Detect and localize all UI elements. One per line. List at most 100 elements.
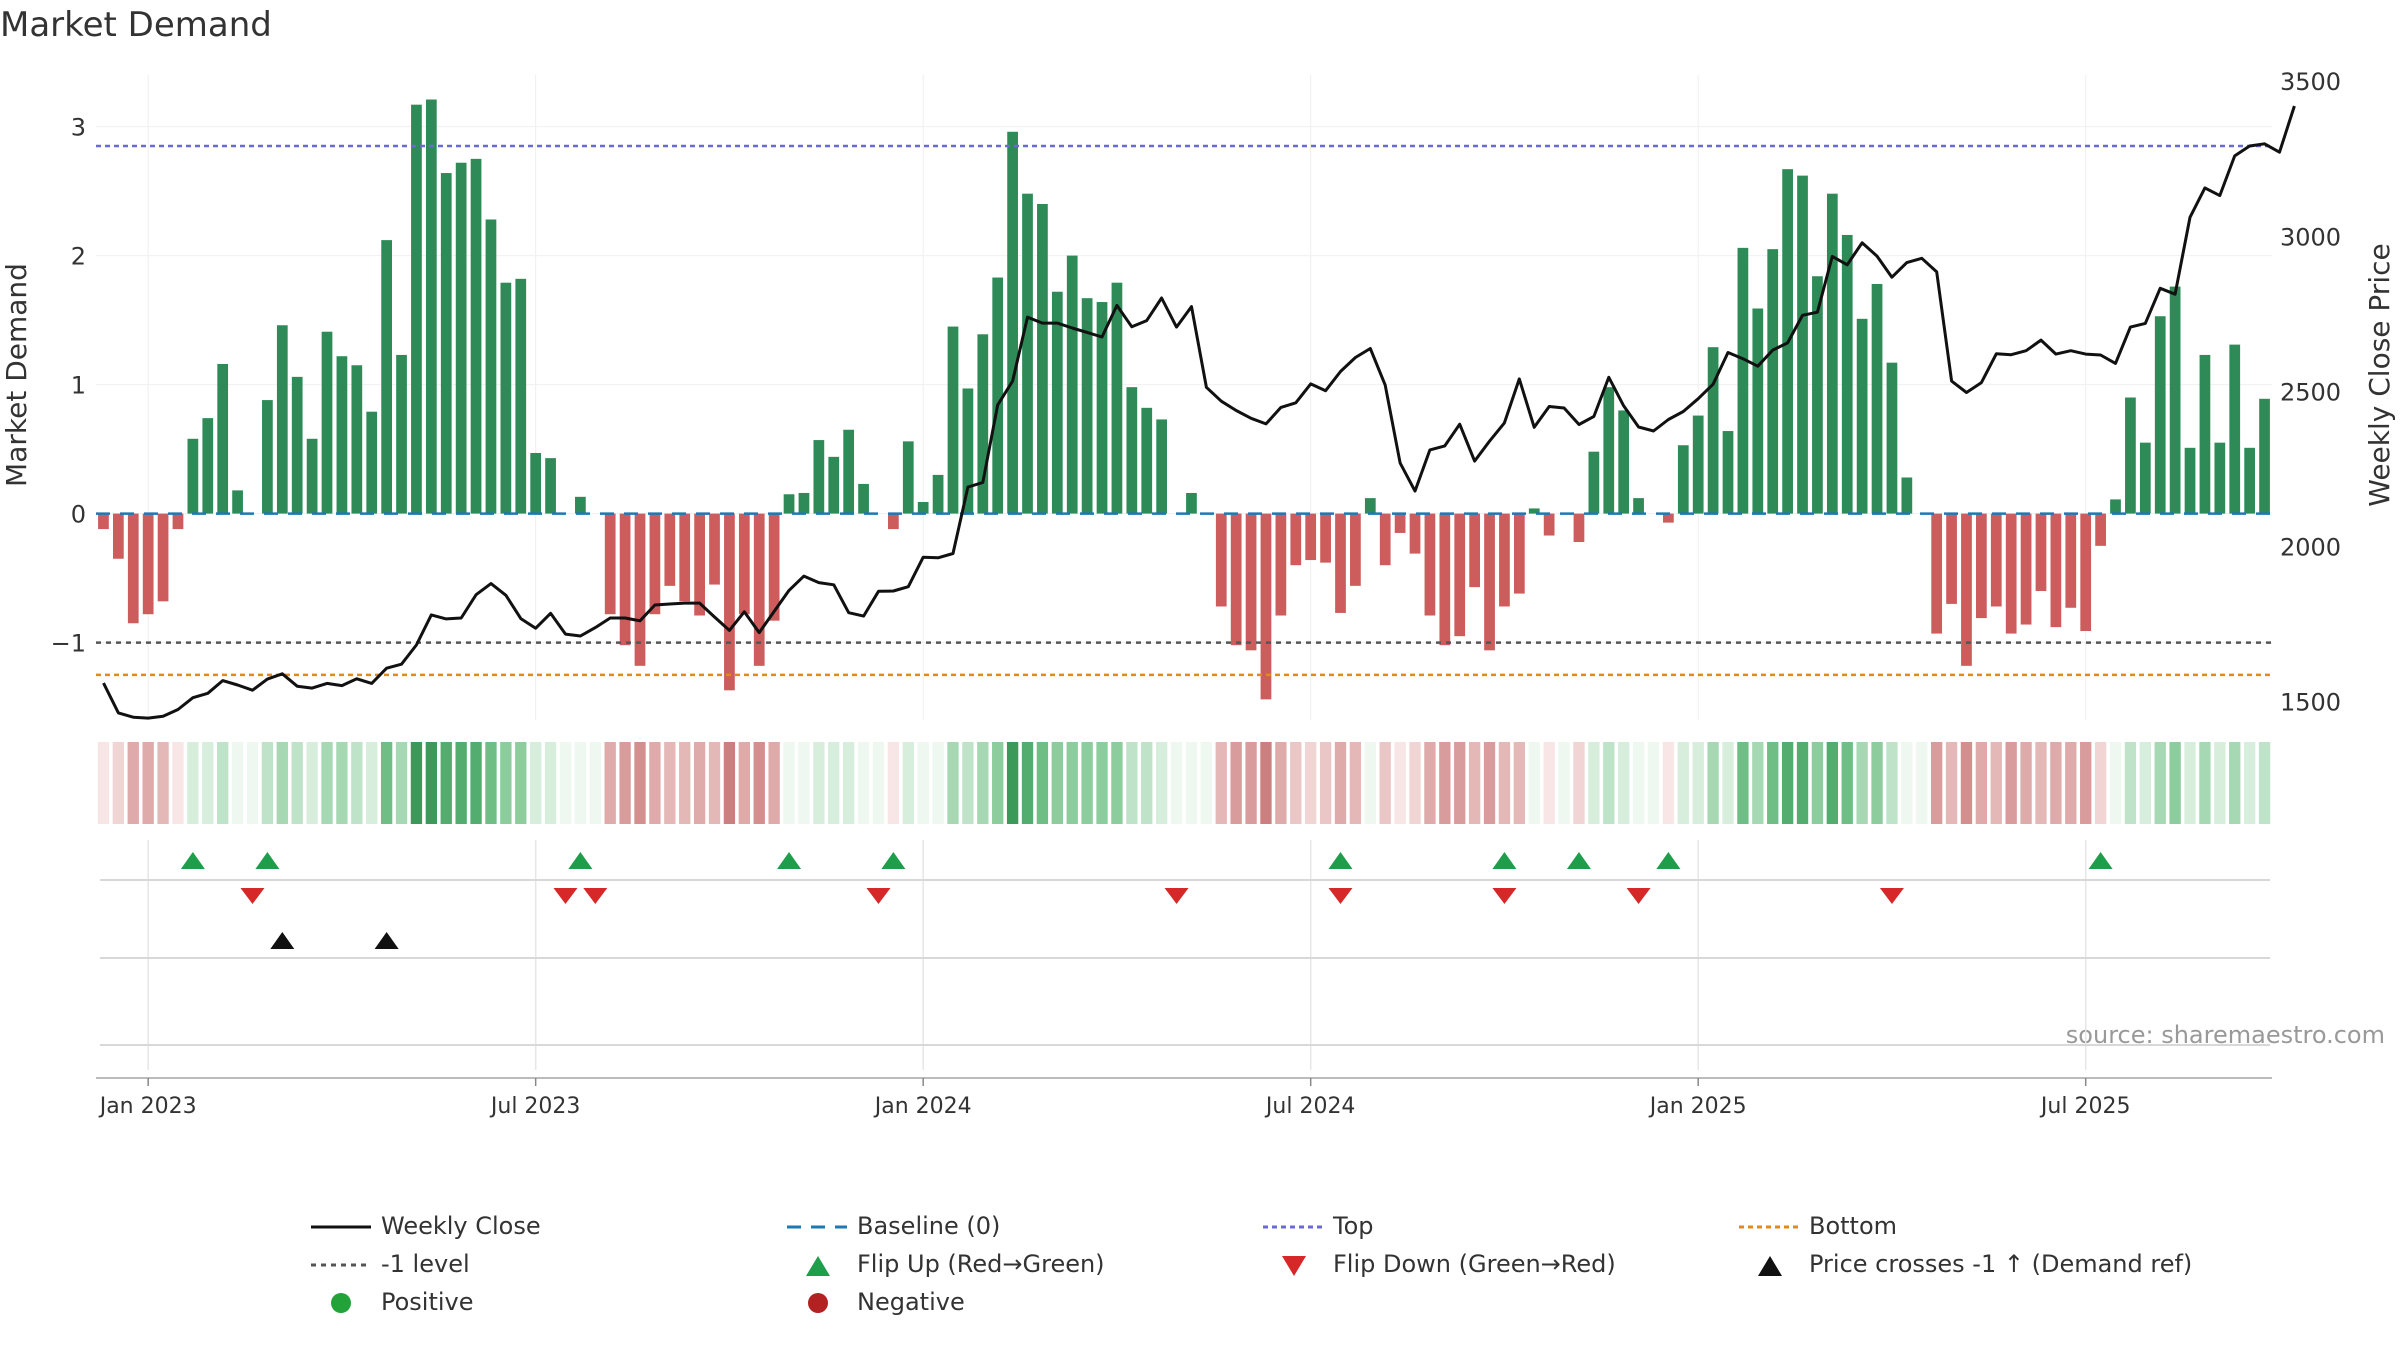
strip-cell — [1871, 742, 1883, 824]
demand-bar-positive — [2154, 316, 2166, 514]
strip-cell — [708, 742, 721, 824]
strip-cell — [1230, 742, 1242, 824]
demand-bar-positive — [1022, 193, 1033, 514]
strip-cell — [112, 742, 125, 824]
strip-cell — [2050, 742, 2062, 824]
strip-cell — [1588, 742, 1600, 824]
strip-cell — [1334, 742, 1347, 824]
strip-cell — [1454, 742, 1466, 824]
strip-cell — [1409, 742, 1421, 824]
demand-bar-negative — [1260, 513, 1272, 700]
strip-cell — [2258, 742, 2271, 824]
demand-bar-negative — [664, 513, 676, 586]
strip-cell — [783, 742, 795, 824]
flip-down-marker — [1626, 888, 1651, 904]
y2-tick-label: 3000 — [2280, 223, 2341, 251]
strip-cell — [470, 742, 482, 824]
demand-bar-positive — [2259, 398, 2270, 514]
demand-bar-positive — [381, 240, 392, 514]
strip-cell — [306, 742, 318, 824]
strip-cell — [559, 742, 572, 824]
strip-cell — [1796, 742, 1809, 824]
strip-cell — [1692, 742, 1704, 824]
strip-cell — [1930, 742, 1943, 824]
demand-bar-positive — [1186, 492, 1197, 514]
demand-bar-negative — [1469, 513, 1480, 588]
strip-cell — [1647, 742, 1660, 824]
strip-cell — [1573, 742, 1585, 824]
legend-positive: Positive — [381, 1288, 474, 1316]
legend-top: Top — [1333, 1212, 1374, 1240]
strip-cell — [1096, 742, 1108, 824]
strip-cell — [410, 742, 423, 824]
demand-bar-positive — [2169, 286, 2181, 514]
y2-axis-label: Weekly Close Price — [2363, 243, 2396, 506]
strip-cell — [1513, 742, 1526, 824]
demand-bar-negative — [738, 513, 750, 615]
demand-bar-negative — [1350, 513, 1361, 586]
demand-bar-negative — [1320, 513, 1331, 563]
demand-bar-positive — [932, 474, 944, 514]
strip-cell — [977, 742, 989, 824]
legend-baseline: Baseline (0) — [857, 1212, 1001, 1240]
x-tick-label: Jan 2024 — [873, 1094, 972, 1119]
demand-bar-positive — [1886, 362, 1898, 514]
strip-cell — [992, 742, 1004, 824]
strip-cell — [1990, 742, 2002, 824]
strip-cell — [1006, 742, 1019, 824]
x-tick-label: Jan 2023 — [98, 1094, 197, 1119]
demand-bar-negative — [1976, 513, 1987, 619]
strip-cell — [857, 742, 870, 824]
demand-bar-positive — [321, 331, 333, 514]
x-tick-label: Jul 2025 — [2039, 1094, 2131, 1119]
strip-cell — [2139, 742, 2151, 824]
x-tick-label: Jan 2025 — [1648, 1094, 1747, 1119]
strip-cell — [693, 742, 706, 824]
demand-bar-negative — [157, 513, 169, 602]
demand-bar-positive — [351, 365, 363, 514]
strip-cell — [634, 742, 646, 824]
strip-cell — [1468, 742, 1481, 824]
strip-cell — [2229, 742, 2241, 824]
strip-cell — [217, 742, 229, 824]
legend-flip-down: Flip Down (Green→Red) — [1333, 1250, 1616, 1278]
strip-cell — [1618, 742, 1630, 824]
demand-bar-negative — [753, 513, 765, 666]
demand-bar-positive — [902, 441, 914, 514]
demand-bar-positive — [336, 356, 348, 514]
strip-cell — [872, 742, 885, 824]
demand-bar-positive — [2125, 397, 2136, 514]
flip-up-marker — [1566, 852, 1591, 869]
demand-bar-negative — [172, 513, 184, 530]
demand-bar-positive — [440, 173, 452, 514]
demand-bar-negative — [1394, 513, 1406, 533]
demand-bar-positive — [2199, 354, 2211, 514]
demand-bar-positive — [396, 354, 407, 514]
strip-cell — [1632, 742, 1645, 824]
demand-bar-negative — [1424, 513, 1436, 616]
strip-cell — [2065, 742, 2077, 824]
demand-bar-positive — [455, 162, 467, 514]
demand-bar-negative — [709, 513, 720, 585]
strip-cell — [574, 742, 587, 824]
demand-bar-positive — [1364, 498, 1376, 514]
demand-bar-positive — [232, 490, 243, 514]
strip-cell — [246, 742, 259, 824]
strip-cell — [1394, 742, 1406, 824]
flip-down-marker — [240, 888, 265, 904]
strip-cell — [1603, 742, 1615, 824]
strip-cell — [932, 742, 944, 824]
strip-cell — [664, 742, 676, 824]
demand-bar-negative — [1931, 513, 1943, 634]
strip-cell — [157, 742, 169, 824]
strip-cell — [2214, 742, 2226, 824]
demand-bar-negative — [1275, 513, 1287, 616]
demand-bar-negative — [768, 513, 780, 621]
demand-bar-positive — [217, 363, 229, 514]
demand-bar-negative — [1499, 513, 1510, 607]
flip-down-marker — [1164, 888, 1189, 904]
demand-bar-positive — [828, 456, 840, 514]
demand-bar-positive — [1618, 410, 1630, 514]
strip-cell — [619, 742, 631, 824]
legend-negative: Negative — [857, 1288, 965, 1316]
